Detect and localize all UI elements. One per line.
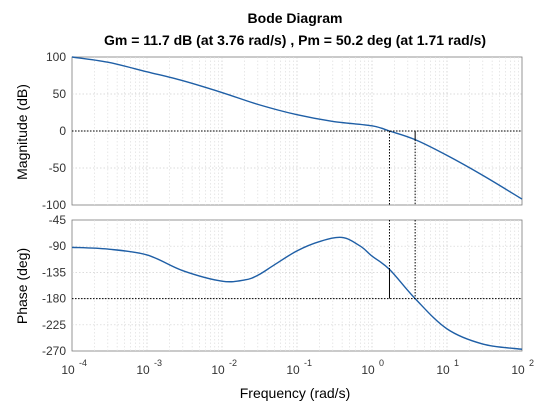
- chart-subtitle: Gm = 11.7 dB (at 3.76 rad/s) , Pm = 50.2…: [104, 32, 486, 48]
- magnitude-y-tick-label: -100: [42, 198, 66, 212]
- x-axis-label: Frequency (rad/s): [240, 385, 350, 401]
- x-tick-label: 10: [61, 363, 75, 377]
- phase-y-tick-label: -45: [49, 213, 67, 227]
- x-tick-label: 10: [511, 363, 525, 377]
- x-tick-exponent: -2: [229, 358, 237, 368]
- chart-title: Bode Diagram: [248, 10, 343, 26]
- x-tick-exponent: -3: [154, 358, 162, 368]
- magnitude-series-line: [71, 56, 523, 200]
- x-tick-exponent: 0: [379, 358, 384, 368]
- x-tick-label: 10: [286, 363, 300, 377]
- phase-y-tick-label: -225: [42, 318, 66, 332]
- phase-y-tick-label: -180: [42, 292, 66, 306]
- x-tick-label: 10: [136, 363, 150, 377]
- x-tick-exponent: 2: [529, 358, 534, 368]
- x-tick-exponent: -1: [304, 358, 312, 368]
- phase-y-tick-label: -90: [49, 239, 67, 253]
- x-tick-exponent: -4: [79, 358, 87, 368]
- x-tick-label: 10: [211, 363, 225, 377]
- phase-axis-label: Phase (deg): [14, 248, 30, 324]
- magnitude-y-tick-label: 0: [59, 124, 66, 138]
- phase-series-line: [71, 236, 523, 350]
- phase-y-tick-label: -270: [42, 344, 66, 358]
- phase-y-tick-label: -135: [42, 265, 66, 279]
- phase-axes-frame: [71, 219, 523, 352]
- magnitude-y-tick-label: 50: [53, 87, 67, 101]
- x-tick-label: 10: [361, 363, 375, 377]
- magnitude-y-tick-label: 100: [46, 50, 66, 64]
- magnitude-axis-label: Magnitude (dB): [14, 84, 30, 180]
- x-tick-exponent: 1: [454, 358, 459, 368]
- x-tick-label: 10: [436, 363, 450, 377]
- magnitude-y-tick-label: -50: [49, 161, 67, 175]
